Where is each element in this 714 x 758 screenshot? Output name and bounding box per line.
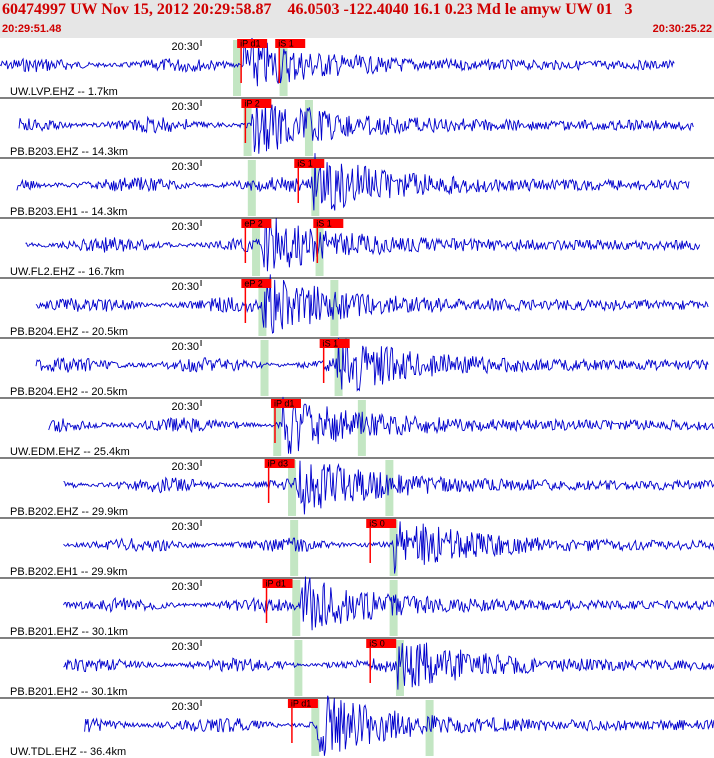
s-pick-label: iS 1 — [323, 339, 339, 349]
s-pick-label: iS 0 — [369, 639, 385, 649]
window-end-time: 20:30:25.22 — [652, 23, 712, 35]
p-window — [233, 40, 242, 96]
minute-tick-label: 20:30 — [172, 641, 200, 653]
waveform — [18, 99, 694, 154]
minute-tick-label: 20:30 — [172, 101, 200, 113]
p-window — [252, 220, 261, 276]
p-pick-flag — [262, 579, 293, 588]
s-window — [385, 460, 394, 516]
s-window — [279, 40, 288, 96]
s-pick-flag — [366, 519, 397, 528]
p-pick-label: iP d1 — [240, 39, 260, 49]
station-label: PB.B204.EH2 -- 20.5km — [10, 386, 127, 398]
p-pick-flag — [264, 459, 295, 468]
s-window — [357, 400, 366, 456]
p-window — [260, 340, 269, 396]
p-window — [290, 520, 299, 576]
station-label: UW.FL2.EHZ -- 16.7km — [10, 266, 124, 278]
station-label: PB.B202.EHZ -- 29.9km — [10, 506, 128, 518]
minute-tick-label: 20:30 — [172, 581, 200, 593]
p-window — [258, 280, 267, 336]
s-window — [330, 280, 339, 336]
station-label: UW.EDM.EHZ -- 25.4km — [10, 446, 130, 458]
p-window — [243, 100, 252, 156]
p-pick-label: iP 2 — [244, 99, 259, 109]
station-label: PB.B203.EH1 -- 14.3km — [10, 206, 127, 218]
p-pick-flag — [241, 219, 272, 228]
station-label: PB.B203.EHZ -- 14.3km — [10, 146, 128, 158]
p-pick-label: eP 2 — [244, 219, 262, 229]
event-title: 60474997 UW Nov 15, 2012 20:29:58.87 46.… — [2, 1, 633, 18]
minute-tick-label: 20:30 — [172, 401, 200, 413]
s-pick-label: iS 0 — [369, 519, 385, 529]
station-label: UW.TDL.EHZ -- 36.4km — [10, 746, 126, 758]
window-start-time: 20:29:51.48 — [2, 23, 62, 35]
s-window — [389, 580, 398, 636]
p-pick-label: iP d1 — [266, 579, 286, 589]
waveform — [0, 38, 675, 87]
s-pick-flag — [275, 39, 306, 48]
p-pick-flag — [287, 699, 318, 708]
p-pick-flag — [237, 39, 268, 48]
p-pick-label: iP d1 — [291, 699, 311, 709]
waveform — [63, 521, 714, 574]
s-pick-flag — [294, 159, 325, 168]
s-pick-label: iS 1 — [297, 159, 313, 169]
waveform — [48, 396, 714, 454]
s-pick-flag — [319, 339, 350, 348]
event-header: 60474997 UW Nov 15, 2012 20:29:58.87 46.… — [0, 0, 714, 38]
station-label: PB.B202.EH1 -- 29.9km — [10, 566, 127, 578]
minute-tick-label: 20:30 — [172, 701, 200, 713]
p-pick-flag — [270, 399, 301, 408]
waveform — [84, 695, 714, 756]
s-pick-flag — [313, 219, 344, 228]
minute-tick-label: 20:30 — [172, 221, 200, 233]
waveform — [16, 153, 690, 211]
waveform — [25, 218, 701, 272]
p-pick-flag — [241, 99, 272, 108]
s-window — [334, 340, 343, 396]
p-window — [273, 400, 282, 456]
seismogram-plot: 20:30 iP d1 iS 1 UW.LVP.EHZ -- 1.7km 20:30 iP… — [0, 38, 714, 758]
p-pick-label: eP 2 — [244, 279, 262, 289]
station-label: PB.B204.EHZ -- 20.5km — [10, 326, 128, 338]
minute-tick-label: 20:30 — [172, 461, 200, 473]
p-pick-label: iP d1 — [274, 399, 294, 409]
station-label: UW.LVP.EHZ -- 1.7km — [10, 86, 118, 98]
minute-tick-label: 20:30 — [172, 161, 200, 173]
station-label: PB.B201.EHZ -- 30.1km — [10, 626, 128, 638]
s-pick-label: iS 1 — [316, 219, 332, 229]
p-window — [294, 640, 303, 696]
minute-tick-label: 20:30 — [172, 521, 200, 533]
s-window — [395, 640, 404, 696]
s-window — [311, 160, 320, 216]
waveform — [63, 460, 714, 515]
s-pick-label: iS 1 — [278, 39, 294, 49]
waveform — [63, 576, 714, 631]
s-window — [304, 100, 313, 156]
minute-tick-label: 20:30 — [172, 281, 200, 293]
waveform — [35, 337, 709, 392]
minute-tick-label: 20:30 — [172, 341, 200, 353]
p-window — [288, 460, 297, 516]
minute-tick-label: 20:30 — [172, 41, 200, 53]
p-pick-flag — [241, 279, 272, 288]
station-label: PB.B201.EH2 -- 30.1km — [10, 686, 127, 698]
s-window — [315, 220, 324, 276]
waveform — [35, 274, 709, 334]
p-pick-label: iP d3 — [268, 459, 288, 469]
s-pick-flag — [366, 639, 397, 648]
waveform — [63, 642, 714, 690]
